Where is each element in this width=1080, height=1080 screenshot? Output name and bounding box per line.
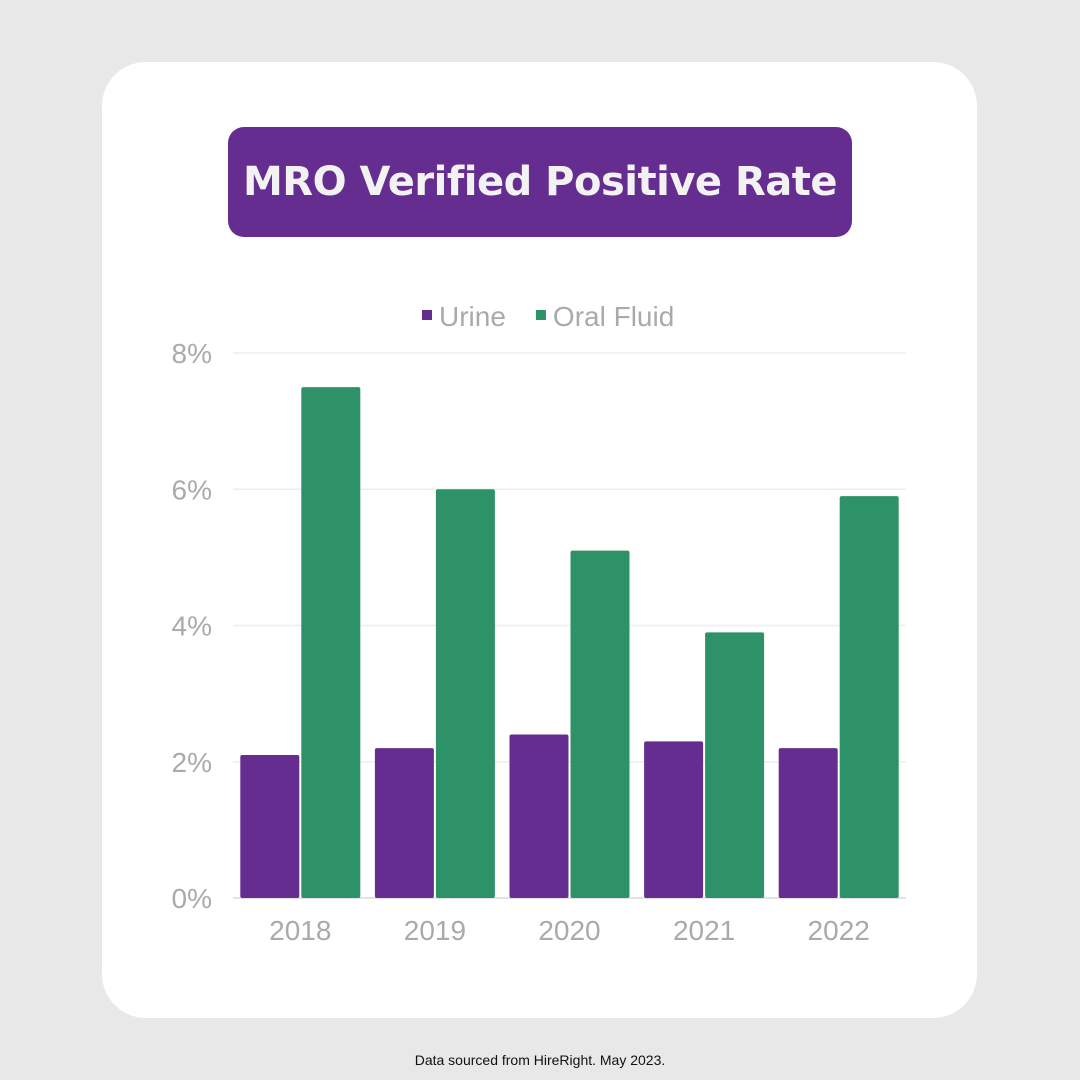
legend-swatch: [535, 310, 546, 320]
legend-swatch: [422, 310, 432, 320]
bar-oral-fluid-2022: [839, 496, 899, 898]
bar-oral-fluid-2019: [435, 489, 495, 898]
bar-urine-2020: [509, 734, 569, 898]
y-tick-label: 8%: [172, 338, 212, 369]
x-tick-label: 2019: [404, 915, 466, 946]
bar-oral-fluid-2020: [570, 550, 630, 898]
y-tick-label: 0%: [172, 883, 212, 914]
bar-oral-fluid-2018: [301, 387, 361, 898]
bar-urine-2022: [778, 748, 838, 898]
bar-urine-2019: [374, 748, 434, 898]
bar-urine-2021: [644, 741, 704, 898]
x-tick-label: 2022: [808, 915, 870, 946]
y-tick-label: 4%: [172, 611, 212, 642]
legend-label: Oral Fluid: [553, 301, 674, 332]
y-tick-label: 2%: [172, 747, 212, 778]
x-tick-label: 2021: [673, 915, 735, 946]
source-note: Data sourced from HireRight. May 2023.: [414, 1052, 666, 1068]
x-tick-label: 2020: [538, 915, 600, 946]
y-tick-label: 6%: [172, 474, 212, 505]
bar-oral-fluid-2021: [705, 632, 765, 898]
legend-label: Urine: [439, 301, 506, 332]
x-tick-label: 2018: [269, 915, 331, 946]
chart-title: MRO Verified Positive Rate: [228, 127, 852, 237]
bar-urine-2018: [240, 754, 300, 898]
